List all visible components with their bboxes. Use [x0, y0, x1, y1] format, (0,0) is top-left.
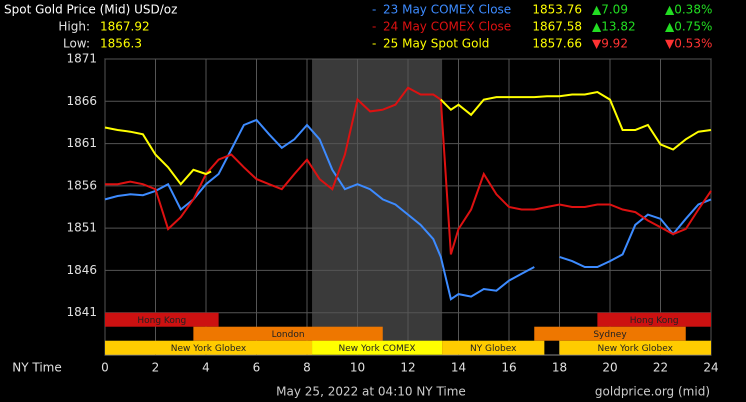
y-tick-label: 1851: [66, 221, 97, 235]
legend-name: 23 May COMEX Close: [383, 3, 511, 17]
legend-name: 25 May Spot Gold: [383, 37, 489, 51]
x-tick-label: 8: [303, 361, 311, 375]
high-value: 1867.92: [100, 20, 150, 34]
session-bar: [312, 340, 443, 355]
session-label: London: [272, 330, 305, 340]
legend-change: ▲13.82: [592, 20, 636, 34]
session-label: Sydney: [593, 330, 627, 340]
session-label: Hong Kong: [630, 316, 679, 326]
x-axis-label: NY Time: [12, 361, 62, 375]
x-tick-label: 10: [350, 361, 365, 375]
high-label: High:: [58, 20, 90, 34]
legend-percent: ▲0.75%: [665, 20, 712, 34]
legend-price: 1857.66: [532, 37, 582, 51]
session-label: New York Globex: [598, 344, 674, 354]
legend-percent: ▼0.53%: [665, 37, 712, 51]
session-bar: [105, 312, 219, 327]
chart-title: Spot Gold Price (Mid) USD/oz: [4, 3, 177, 17]
low-label: Low:: [63, 37, 90, 51]
y-tick-label: 1861: [66, 136, 97, 150]
session-bar: [442, 340, 545, 355]
session-label: New York COMEX: [339, 344, 416, 354]
session-label: NY Globex: [470, 344, 517, 354]
comex-hours: [312, 59, 443, 355]
legend-dash: -: [372, 3, 376, 17]
price-line: [104, 118, 712, 301]
source: goldprice.org (mid): [595, 385, 710, 399]
legend-name: 24 May COMEX Close: [383, 20, 511, 34]
x-tick-label: 20: [602, 361, 617, 375]
legend-dash: -: [372, 20, 376, 34]
y-tick-label: 1871: [66, 52, 97, 66]
y-tick-label: 1866: [66, 94, 97, 108]
price-line: [105, 86, 712, 255]
session-label: Hong Kong: [137, 316, 186, 326]
session-bar: [597, 312, 711, 327]
legend-change: ▼9.92: [592, 37, 628, 51]
session-label: New York Globex: [171, 344, 247, 354]
x-tick-label: 24: [703, 361, 718, 375]
session-bar: [559, 340, 711, 355]
low-value: 1856.3: [100, 37, 142, 51]
legend-dash: -: [372, 37, 376, 51]
x-tick-label: 2: [152, 361, 160, 375]
session-bar: [534, 326, 686, 341]
y-tick-label: 1846: [66, 263, 97, 277]
price-line: [104, 90, 712, 186]
x-tick-label: 14: [451, 361, 466, 375]
session-bar: [105, 340, 313, 355]
legend-price: 1867.58: [532, 20, 582, 34]
x-tick-label: 18: [552, 361, 567, 375]
x-tick-label: 4: [202, 361, 210, 375]
y-tick-label: 1841: [66, 305, 97, 319]
x-tick-label: 0: [101, 361, 109, 375]
session-bar: [193, 326, 383, 341]
legend-change: ▲7.09: [592, 3, 628, 17]
legend-price: 1853.76: [532, 3, 582, 17]
legend-percent: ▲0.38%: [665, 3, 712, 17]
x-tick-label: 6: [253, 361, 261, 375]
x-tick-label: 12: [400, 361, 415, 375]
x-tick-label: 22: [653, 361, 668, 375]
x-tick-label: 16: [501, 361, 516, 375]
timestamp: May 25, 2022 at 04:10 NY Time: [276, 385, 466, 399]
y-tick-label: 1856: [66, 178, 97, 192]
